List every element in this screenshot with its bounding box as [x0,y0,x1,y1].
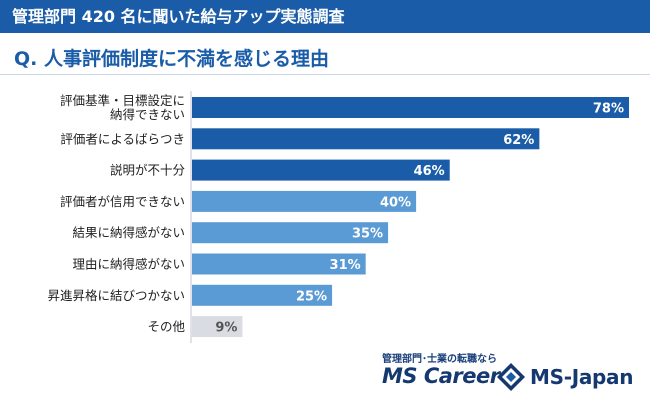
category-label-2: 説明が不十分 [110,163,185,178]
category-label-1: 評価者によるばらつき [60,131,185,146]
category-label-4: 結果に納得感がない [72,225,185,240]
bar-0 [192,97,629,118]
bar-value-label-2: 46% [414,164,445,179]
bar-3 [192,190,417,212]
title-divider [0,74,650,75]
category-label-3: 評価者が信用できない [60,194,185,209]
bar-value-label-6: 25% [296,289,327,304]
bar-value-label-1: 62% [503,133,534,148]
header-title: 管理部門 420 名に聞いた給与アップ実態調査 [0,0,650,33]
brand-tagline: 管理部門･士業の転職なら [382,354,497,365]
bar-value-label-4: 35% [352,227,383,242]
bar-value-label-7: 9% [215,321,237,336]
bar-2 [192,159,450,181]
brand-msjapan-logo: MS-Japan [530,365,634,389]
bar-5 [192,253,366,275]
bar-4 [192,222,389,244]
bar-value-label-0: 78% [593,102,624,117]
brand-mscareer-logo: MS Career [382,364,500,388]
category-label-6: 昇進昇格に結びつかない [47,288,185,303]
category-label-0-line-1: 納得できない [110,107,185,122]
category-label-0-line-0: 評価基準・目標設定に [60,93,185,108]
brand-footer: 管理部門･士業の転職なら MS Career MS-Japan [382,350,642,400]
category-label-7: その他 [147,319,185,334]
chart-title: Q. 人事評価制度に不満を感じる理由 [14,48,329,70]
bar-value-label-5: 31% [330,258,361,273]
bar-value-label-3: 40% [380,195,411,210]
category-label-5: 理由に納得感がない [72,257,185,272]
bar-6 [192,284,333,306]
bar-1 [192,128,540,150]
bar-7 [192,316,243,338]
ms-japan-diamond-icon [497,363,525,391]
